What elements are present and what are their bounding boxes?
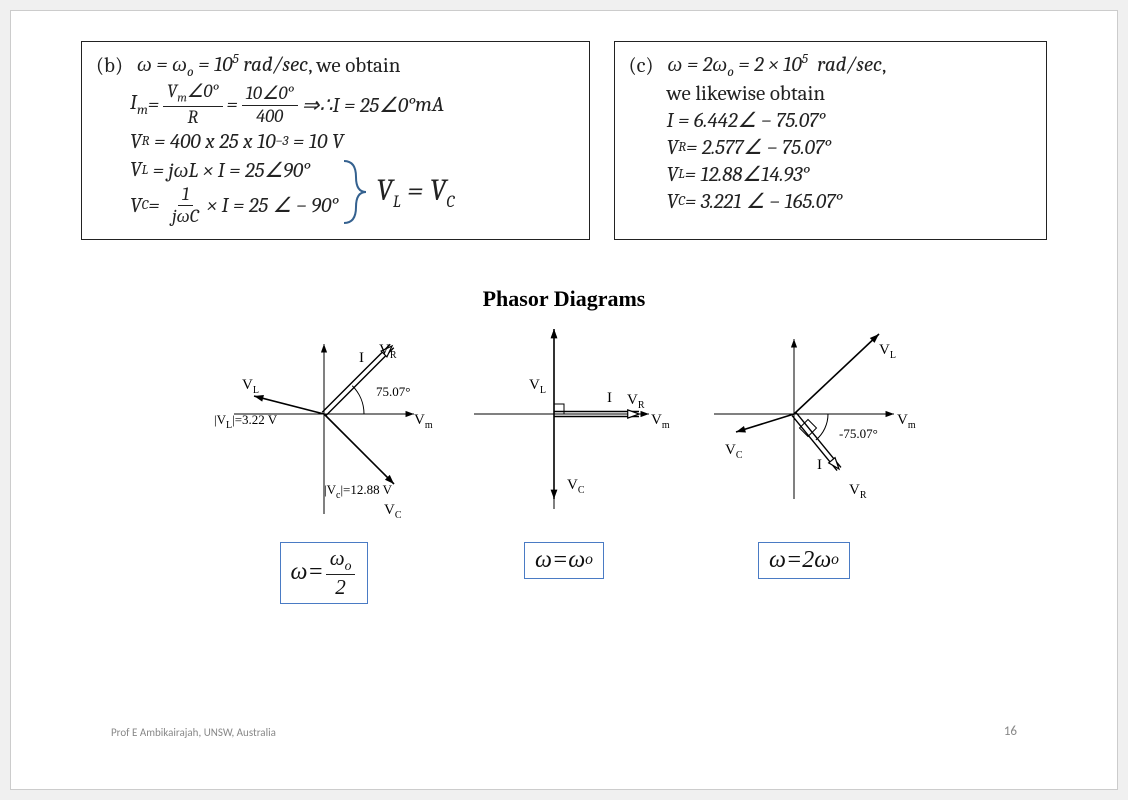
svg-text:Vm: Vm (414, 412, 433, 431)
equation-box-b: (b) ω = ωo = 105 rad/sec, we obtain Im =… (81, 41, 590, 240)
brace-icon (342, 157, 368, 227)
diagrams-row: 75.07°VRIVL|VL|=3.22 VVm|Vc|=12.88 VVCVL… (81, 314, 1047, 538)
phasor-diagram-2: -75.07° VL Vm VC I VR (689, 314, 919, 534)
svg-text:I: I (817, 457, 822, 473)
svg-text:I: I (607, 390, 612, 406)
c-line4: VR= 2.577∠ − 75.07° (667, 135, 1032, 160)
svg-text:I: I (359, 350, 364, 366)
c-line3: I = 6.442∠ − 75.07° (667, 108, 1032, 133)
footer-author: Prof E Ambikairajah, UNSW, Australia (111, 726, 276, 739)
diagrams-title: Phasor Diagrams (81, 286, 1047, 312)
svg-text:|Vc|=12.88 V: |Vc|=12.88 V (324, 482, 393, 501)
c-line1: ω = 2ωo = 2 × 105 rad/sec (668, 52, 882, 80)
b-line3: VR = 400 x 25 x 10−3 = 10 V (130, 130, 575, 154)
svg-text:VL: VL (529, 377, 546, 396)
b-frac2: 10∠0° 400 (242, 84, 298, 126)
equation-box-c: (c) ω = 2ωo = 2 × 105 rad/sec, we likewi… (614, 41, 1047, 240)
omega-caption-1: ω=ωo (449, 542, 679, 604)
b-line1-lhs: ω = ωo = 105 rad/sec (137, 52, 308, 80)
c-line5: VL= 12.88∠14.93° (667, 162, 1032, 187)
omega-caption-0: ω=ωo2 (209, 542, 439, 604)
svg-text:VL: VL (879, 342, 896, 361)
svg-text:VR: VR (627, 392, 645, 411)
svg-text:75.07°: 75.07° (376, 384, 410, 399)
svg-text:VR: VR (849, 482, 867, 501)
b-bracket-rhs: VL = VC (376, 173, 454, 212)
svg-text:|VL|=3.22 V: |VL|=3.22 V (214, 412, 278, 431)
phasor-diagram-1: VL I VR Vm VC (449, 314, 679, 534)
part-c-label: (c) (629, 54, 654, 78)
svg-text:VR: VR (379, 342, 397, 361)
phasor-diagram-0: 75.07° VR I VL |VL|=3.22 V Vm |Vc|=12.88 VVC (209, 314, 439, 534)
c-line2: we likewise obtain (667, 82, 1032, 106)
part-b-label: (b) (96, 54, 123, 78)
b-frac1: Vm∠0° R (163, 82, 222, 128)
svg-text:VC: VC (384, 502, 402, 521)
c-line6: VC= 3.221 ∠ − 165.07° (667, 189, 1032, 214)
omega-caption-2: ω=2ωo (689, 542, 919, 604)
svg-text:Vm: Vm (651, 412, 670, 431)
svg-text:VL: VL (242, 377, 259, 396)
svg-text:Vm: Vm (897, 412, 916, 431)
svg-text:VC: VC (725, 442, 743, 461)
omega-labels-row: ω=ωo2ω=ωoω=2ωo (81, 542, 1047, 604)
page-number: 16 (1004, 724, 1017, 739)
slide: (b) ω = ωo = 105 rad/sec, we obtain Im =… (10, 10, 1118, 790)
top-row: (b) ω = ωo = 105 rad/sec, we obtain Im =… (81, 41, 1047, 240)
b-line5: VC= 1 jωC × I = 25 ∠ − 90° (130, 185, 338, 227)
svg-text:-75.07°: -75.07° (839, 426, 878, 441)
svg-text:VC: VC (567, 477, 585, 496)
b-line4: VL = jωL × I = 25∠90° (130, 158, 338, 183)
b-im: Im (130, 91, 148, 118)
